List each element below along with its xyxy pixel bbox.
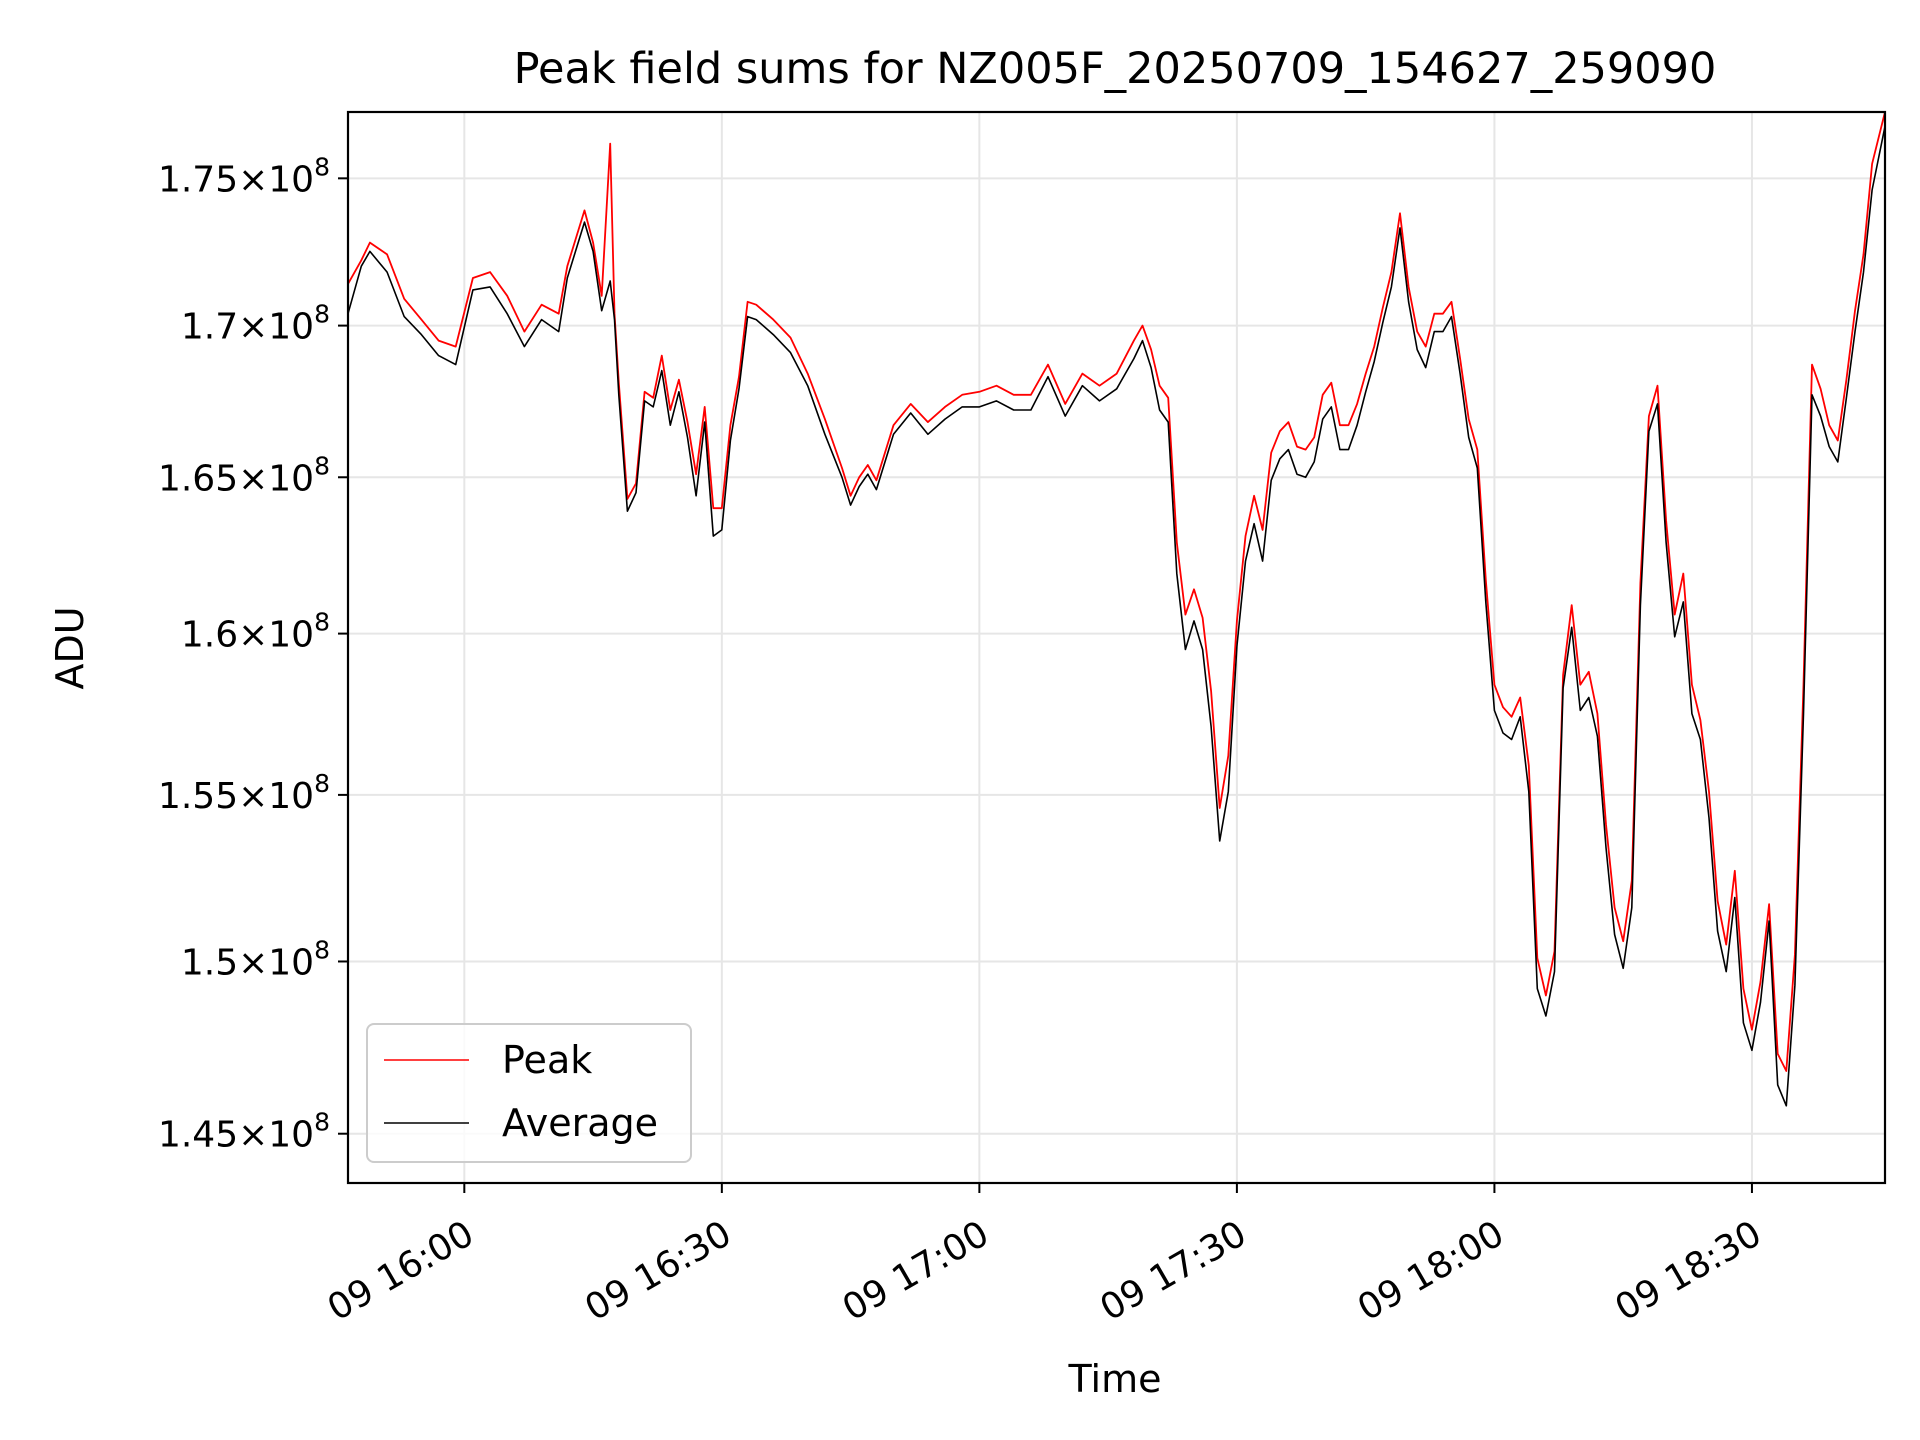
y-axis-label: ADU: [48, 606, 92, 689]
legend-peak-label: Peak: [502, 1038, 592, 1082]
y-tick-label: 1.55×108: [158, 769, 330, 817]
y-tick-label: 1.65×108: [158, 451, 330, 499]
series-lines: [347, 111, 1886, 1107]
legend: Peak Average: [366, 1023, 692, 1163]
chart-title: Peak field sums for NZ005F_20250709_1546…: [514, 44, 1717, 94]
y-tick-label: 1.6×108: [181, 608, 330, 656]
x-axis-label: Time: [1068, 1357, 1162, 1401]
legend-box: [366, 1023, 692, 1163]
y-tick-label: 1.75×108: [158, 152, 330, 200]
plot-area-frame: [346, 110, 1887, 1185]
series-line-average: [347, 126, 1886, 1107]
legend-average-label: Average: [502, 1101, 658, 1145]
y-axis: 1.45×108 1.5×108 1.55×108 1.6×108 1.65×108 1.…: [158, 152, 348, 1156]
y-tick-label: 1.5×108: [181, 935, 330, 983]
series-line-peak: [347, 111, 1886, 1072]
y-tick-label: 1.7×108: [181, 300, 330, 348]
y-tick-label: 1.45×108: [158, 1108, 330, 1156]
